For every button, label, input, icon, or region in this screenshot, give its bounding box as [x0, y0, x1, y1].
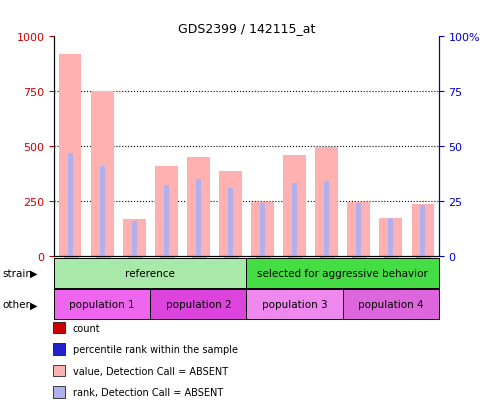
Bar	[155, 166, 177, 256]
Bar	[164, 186, 169, 256]
Bar	[219, 172, 242, 256]
Text: reference: reference	[125, 268, 176, 278]
Text: strain: strain	[2, 268, 33, 278]
Text: ▶: ▶	[30, 268, 37, 278]
Bar	[228, 188, 233, 256]
Bar	[54, 258, 246, 288]
Bar	[421, 206, 425, 256]
Text: other: other	[2, 299, 31, 310]
Text: count: count	[73, 323, 101, 333]
Text: rank, Detection Call = ABSENT: rank, Detection Call = ABSENT	[73, 387, 223, 397]
Bar	[246, 258, 439, 288]
Text: ▶: ▶	[30, 299, 37, 310]
Bar	[54, 290, 150, 320]
Text: population 3: population 3	[262, 299, 327, 310]
Bar	[187, 157, 210, 256]
Text: value, Detection Call = ABSENT: value, Detection Call = ABSENT	[73, 366, 228, 376]
Bar	[324, 182, 329, 256]
Bar	[100, 166, 105, 256]
Text: percentile rank within the sample: percentile rank within the sample	[73, 344, 238, 354]
Title: GDS2399 / 142115_at: GDS2399 / 142115_at	[178, 21, 315, 35]
Bar	[388, 219, 393, 256]
Bar	[251, 202, 274, 256]
Bar	[412, 204, 434, 256]
Bar	[196, 179, 201, 256]
Text: population 4: population 4	[358, 299, 423, 310]
Bar	[356, 204, 361, 256]
Bar	[348, 202, 370, 256]
Bar	[283, 155, 306, 256]
Text: population 2: population 2	[166, 299, 231, 310]
Bar	[150, 290, 246, 320]
Bar	[68, 153, 72, 256]
Text: population 1: population 1	[70, 299, 135, 310]
Bar	[343, 290, 439, 320]
Bar	[246, 290, 343, 320]
Bar	[123, 220, 145, 256]
Bar	[59, 55, 81, 256]
Bar	[380, 219, 402, 256]
Bar	[292, 184, 297, 256]
Bar	[91, 92, 113, 256]
Bar	[316, 148, 338, 256]
Text: selected for aggressive behavior: selected for aggressive behavior	[257, 268, 428, 278]
Bar	[132, 221, 137, 256]
Bar	[260, 204, 265, 256]
